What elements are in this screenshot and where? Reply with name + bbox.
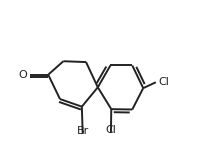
Text: O: O: [18, 70, 27, 80]
Text: Cl: Cl: [158, 77, 169, 87]
Text: Br: Br: [77, 126, 89, 136]
Text: Cl: Cl: [105, 125, 116, 135]
